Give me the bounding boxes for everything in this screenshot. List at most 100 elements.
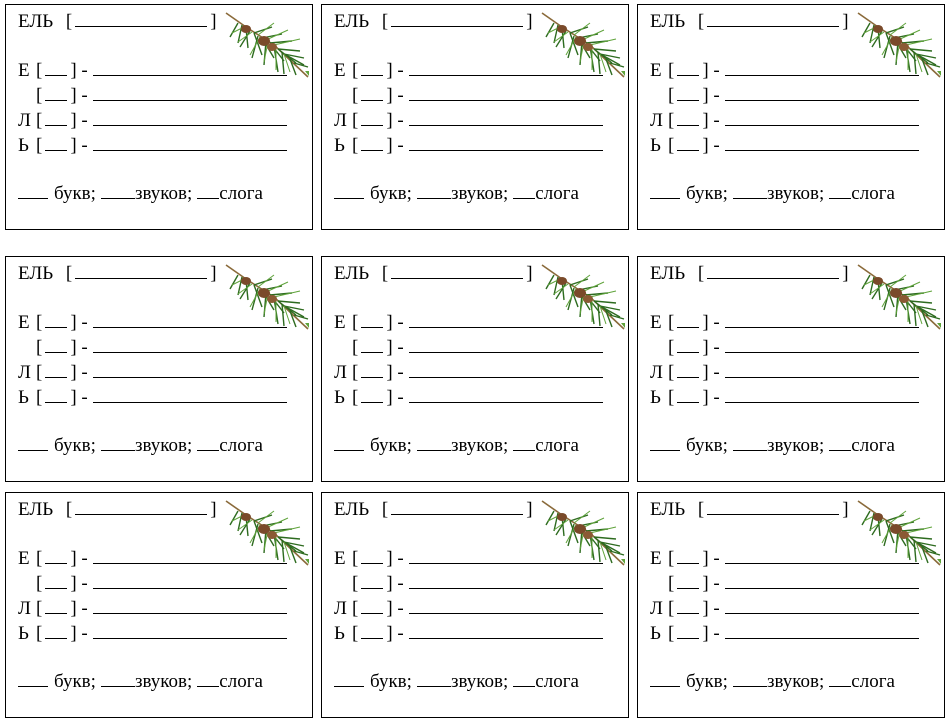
letters-count-blank[interactable]: [334, 183, 364, 199]
sounds-count-blank[interactable]: [100, 183, 135, 199]
sound-blank[interactable]: [45, 110, 68, 126]
sound-blank[interactable]: [361, 362, 384, 378]
description-blank[interactable]: [724, 60, 919, 76]
description-blank[interactable]: [724, 337, 919, 353]
sound-blank[interactable]: [361, 60, 384, 76]
description-blank[interactable]: [724, 85, 919, 101]
transcription-blank[interactable]: [391, 499, 524, 515]
description-blank[interactable]: [408, 573, 603, 589]
description-blank[interactable]: [92, 60, 287, 76]
sound-blank[interactable]: [677, 387, 700, 403]
syllables-count-blank[interactable]: [197, 183, 220, 199]
transcription-blank[interactable]: [707, 11, 840, 27]
sound-blank[interactable]: [361, 85, 384, 101]
sound-blank[interactable]: [361, 110, 384, 126]
description-blank[interactable]: [724, 135, 919, 151]
sounds-count-blank[interactable]: [416, 435, 451, 451]
description-blank[interactable]: [92, 573, 287, 589]
sound-blank[interactable]: [677, 135, 700, 151]
description-blank[interactable]: [92, 362, 287, 378]
sounds-count-blank[interactable]: [100, 435, 135, 451]
sound-blank[interactable]: [45, 362, 68, 378]
sound-blank[interactable]: [45, 85, 68, 101]
sound-blank[interactable]: [361, 135, 384, 151]
sound-blank[interactable]: [677, 60, 700, 76]
letters-count-blank[interactable]: [650, 671, 680, 687]
description-blank[interactable]: [724, 623, 919, 639]
description-blank[interactable]: [724, 362, 919, 378]
sounds-count-blank[interactable]: [416, 671, 451, 687]
description-blank[interactable]: [92, 387, 287, 403]
syllables-count-blank[interactable]: [197, 435, 220, 451]
sounds-count-blank[interactable]: [100, 671, 135, 687]
sound-blank[interactable]: [361, 623, 384, 639]
syllables-count-blank[interactable]: [513, 183, 536, 199]
transcription-blank[interactable]: [75, 11, 208, 27]
letters-count-blank[interactable]: [18, 671, 48, 687]
sound-blank[interactable]: [361, 598, 384, 614]
description-blank[interactable]: [92, 337, 287, 353]
sound-blank[interactable]: [677, 598, 700, 614]
syllables-count-blank[interactable]: [829, 435, 852, 451]
description-blank[interactable]: [408, 60, 603, 76]
description-blank[interactable]: [92, 598, 287, 614]
transcription-blank[interactable]: [391, 11, 524, 27]
description-blank[interactable]: [724, 598, 919, 614]
sound-blank[interactable]: [45, 548, 68, 564]
sound-blank[interactable]: [45, 573, 68, 589]
sounds-count-blank[interactable]: [732, 671, 767, 687]
transcription-blank[interactable]: [75, 499, 208, 515]
letters-count-blank[interactable]: [650, 435, 680, 451]
sound-blank[interactable]: [677, 548, 700, 564]
transcription-blank[interactable]: [75, 263, 208, 279]
description-blank[interactable]: [724, 312, 919, 328]
description-blank[interactable]: [92, 548, 287, 564]
description-blank[interactable]: [408, 623, 603, 639]
description-blank[interactable]: [92, 623, 287, 639]
sound-blank[interactable]: [45, 60, 68, 76]
sound-blank[interactable]: [677, 337, 700, 353]
letters-count-blank[interactable]: [334, 435, 364, 451]
description-blank[interactable]: [408, 135, 603, 151]
description-blank[interactable]: [408, 362, 603, 378]
sound-blank[interactable]: [677, 362, 700, 378]
sound-blank[interactable]: [677, 312, 700, 328]
description-blank[interactable]: [408, 337, 603, 353]
letters-count-blank[interactable]: [650, 183, 680, 199]
description-blank[interactable]: [408, 598, 603, 614]
sound-blank[interactable]: [361, 337, 384, 353]
description-blank[interactable]: [408, 387, 603, 403]
syllables-count-blank[interactable]: [829, 183, 852, 199]
syllables-count-blank[interactable]: [513, 671, 536, 687]
letters-count-blank[interactable]: [18, 183, 48, 199]
description-blank[interactable]: [724, 573, 919, 589]
description-blank[interactable]: [724, 387, 919, 403]
letters-count-blank[interactable]: [18, 435, 48, 451]
transcription-blank[interactable]: [707, 499, 840, 515]
sound-blank[interactable]: [361, 312, 384, 328]
sound-blank[interactable]: [45, 135, 68, 151]
syllables-count-blank[interactable]: [513, 435, 536, 451]
sounds-count-blank[interactable]: [416, 183, 451, 199]
sound-blank[interactable]: [45, 312, 68, 328]
letters-count-blank[interactable]: [334, 671, 364, 687]
description-blank[interactable]: [724, 110, 919, 126]
sounds-count-blank[interactable]: [732, 183, 767, 199]
sound-blank[interactable]: [45, 598, 68, 614]
sound-blank[interactable]: [45, 387, 68, 403]
description-blank[interactable]: [408, 110, 603, 126]
sound-blank[interactable]: [677, 85, 700, 101]
description-blank[interactable]: [92, 85, 287, 101]
sound-blank[interactable]: [361, 573, 384, 589]
sounds-count-blank[interactable]: [732, 435, 767, 451]
description-blank[interactable]: [92, 135, 287, 151]
sound-blank[interactable]: [677, 573, 700, 589]
transcription-blank[interactable]: [707, 263, 840, 279]
description-blank[interactable]: [408, 548, 603, 564]
sound-blank[interactable]: [677, 623, 700, 639]
description-blank[interactable]: [92, 110, 287, 126]
sound-blank[interactable]: [45, 623, 68, 639]
sound-blank[interactable]: [677, 110, 700, 126]
description-blank[interactable]: [408, 85, 603, 101]
description-blank[interactable]: [724, 548, 919, 564]
